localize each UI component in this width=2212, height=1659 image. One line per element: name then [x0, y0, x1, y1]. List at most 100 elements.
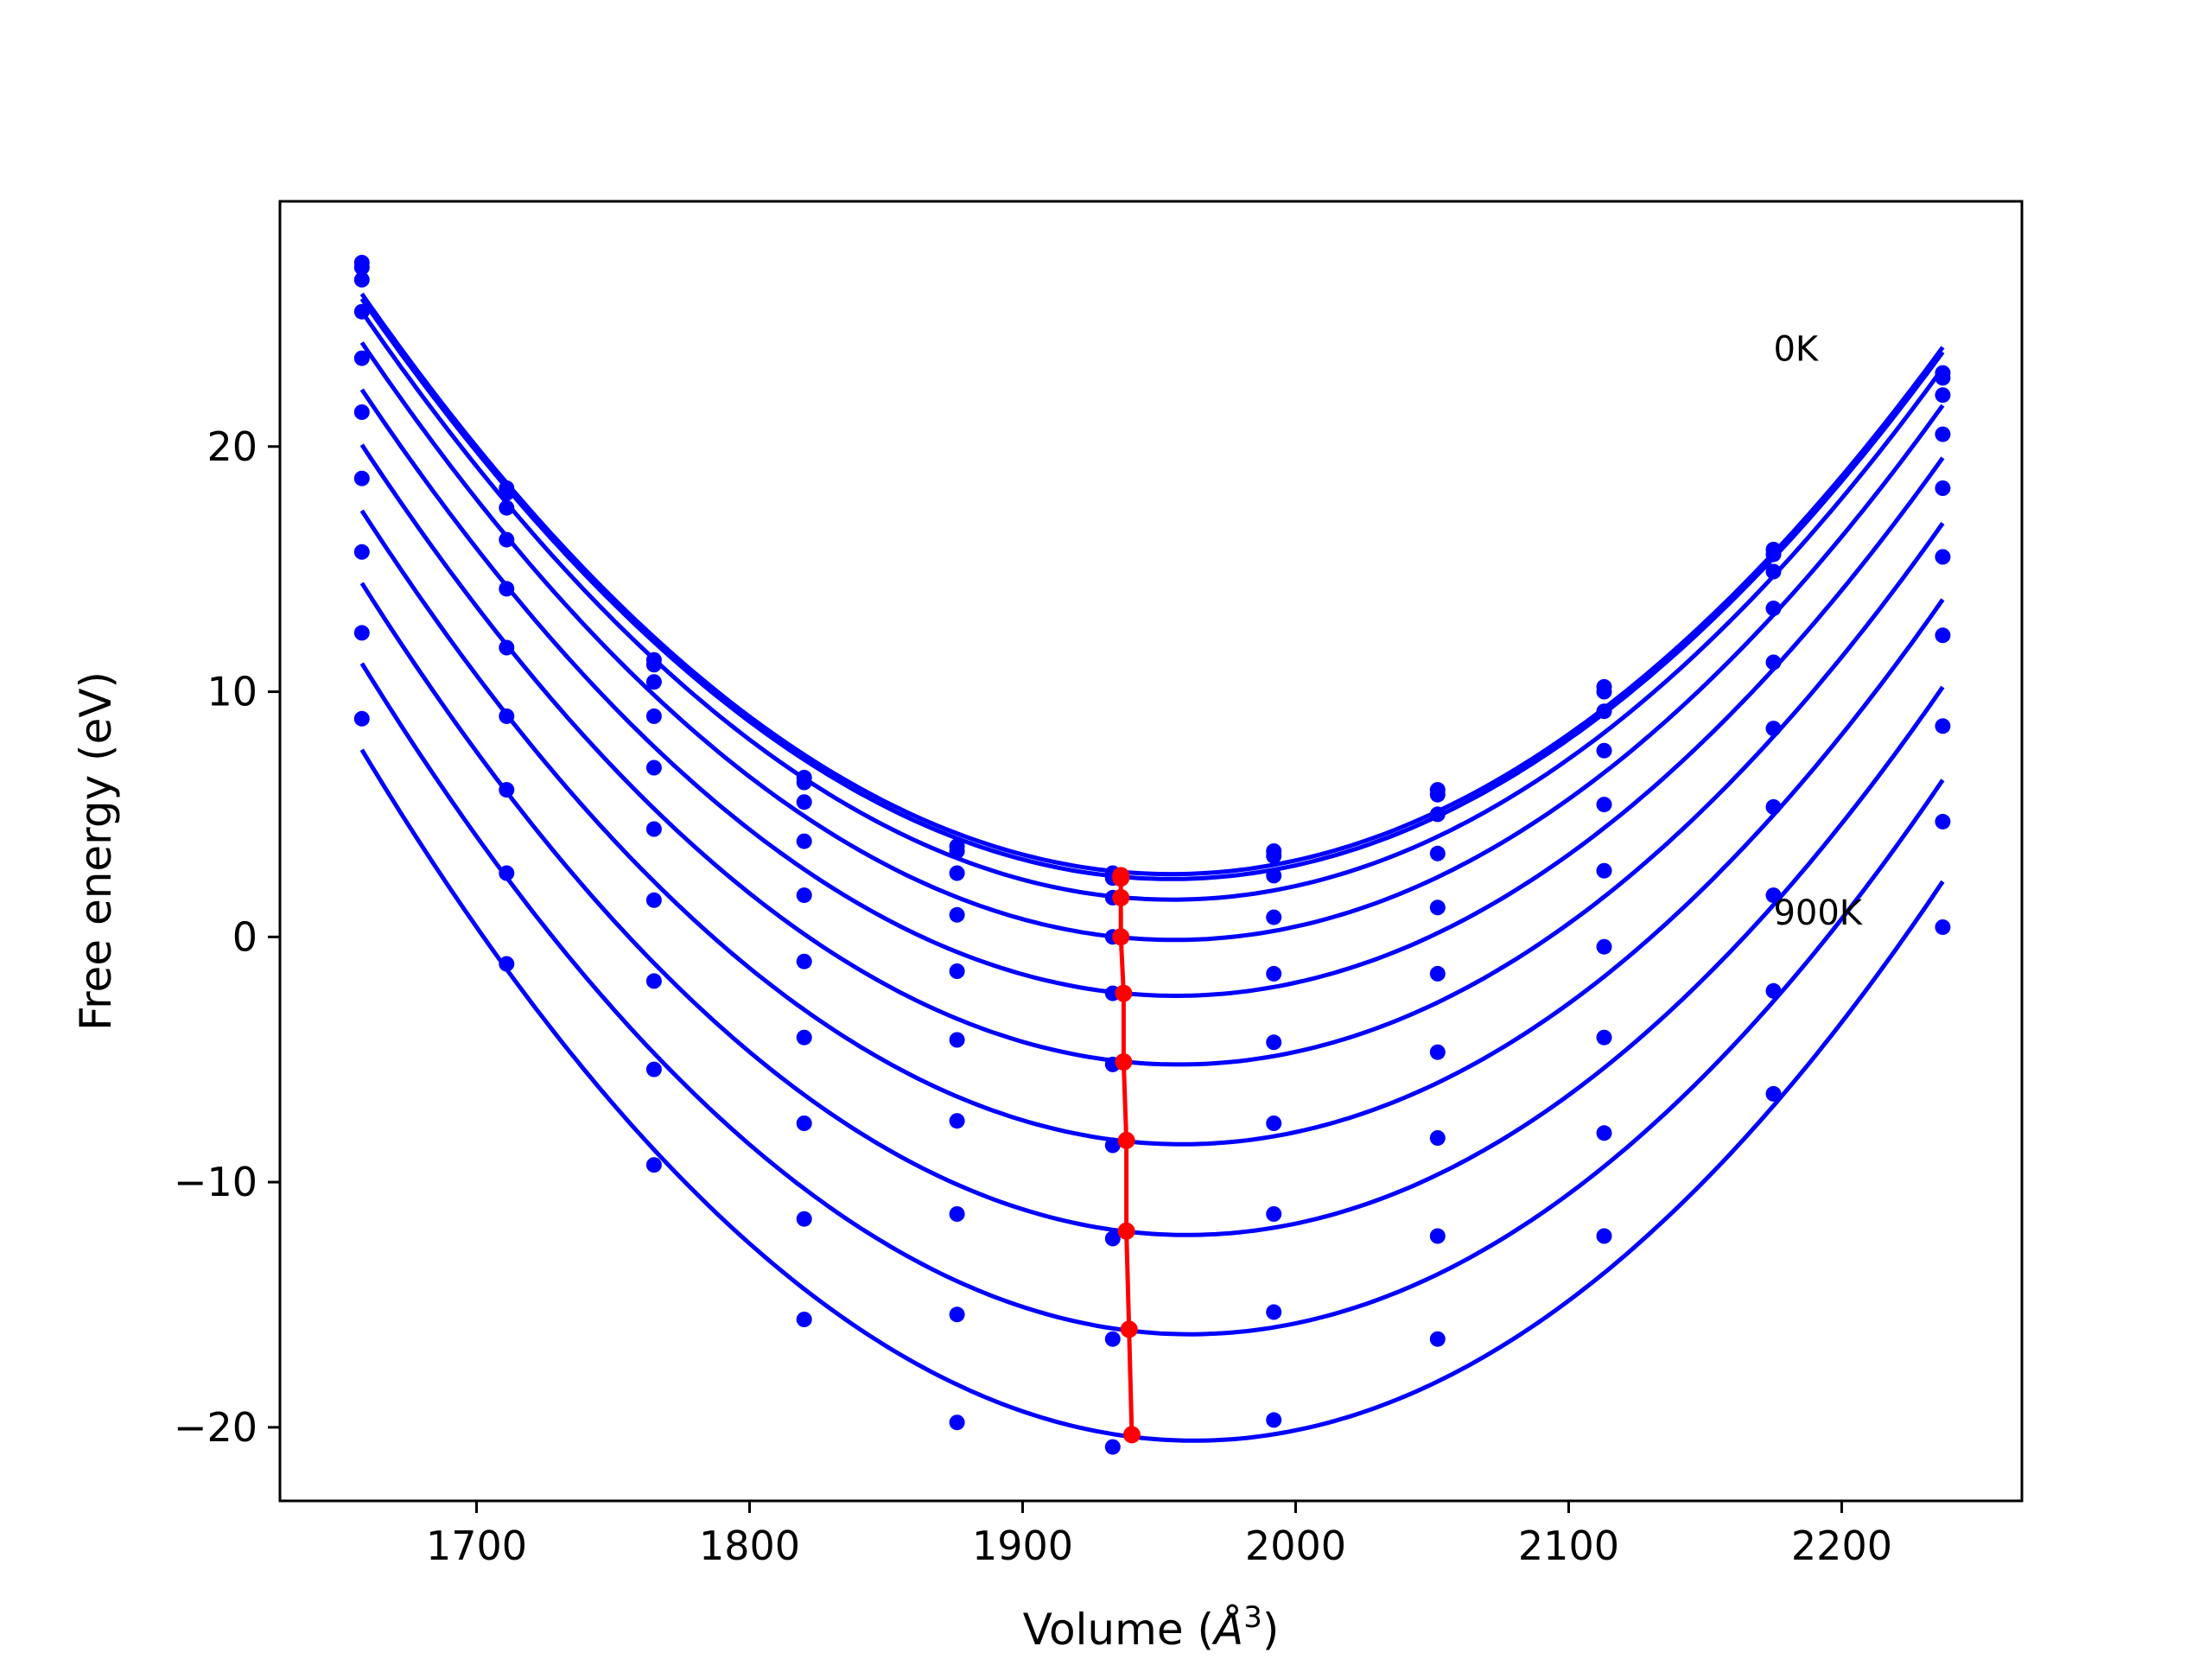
data-point [1596, 797, 1612, 813]
fit-curve-8 [359, 662, 1945, 1337]
data-point [645, 892, 662, 908]
data-point [1429, 845, 1446, 861]
data-point [353, 710, 370, 727]
data-point [796, 1211, 812, 1227]
data-point [1266, 909, 1282, 925]
minimum-point [1115, 1053, 1133, 1071]
data-point [1429, 806, 1446, 823]
data-point [1935, 919, 1951, 935]
data-point [1935, 370, 1951, 386]
data-point [949, 1032, 965, 1048]
data-point [796, 774, 812, 791]
data-point [645, 973, 662, 989]
minimum-path-line [1118, 875, 1135, 1435]
data-point [1596, 1029, 1612, 1046]
data-point [1104, 1439, 1121, 1455]
y-axis-label: Free energy (eV) [71, 671, 121, 1031]
data-point [1429, 965, 1446, 982]
data-point [949, 865, 965, 881]
data-point [645, 760, 662, 776]
y-tick-label: −10 [174, 1159, 257, 1205]
x-tick-label: 2000 [1245, 1522, 1346, 1569]
data-point [796, 794, 812, 810]
x-tick-label: 1900 [972, 1522, 1073, 1569]
data-point [949, 1306, 965, 1323]
data-point [645, 708, 662, 724]
data-point [645, 1157, 662, 1173]
data-point [353, 350, 370, 366]
minimum-point [1112, 888, 1130, 906]
minimum-path-layer [1112, 867, 1141, 1444]
data-point [1596, 1125, 1612, 1141]
data-point [499, 639, 515, 656]
temperature-annotation: 900K [1773, 893, 1863, 933]
data-point [499, 485, 515, 501]
data-point [1266, 1116, 1282, 1131]
data-point [353, 259, 370, 276]
fit-curve-4 [359, 388, 1945, 999]
data-point [1765, 563, 1782, 580]
data-point [1429, 1331, 1446, 1347]
y-axis-ticks: −20 −10 0 10 20 [174, 423, 280, 1451]
data-point [1765, 982, 1782, 999]
x-tick-label: 2200 [1791, 1522, 1892, 1569]
data-point [353, 470, 370, 486]
data-point [1765, 654, 1782, 671]
x-axis-ticks: 1700 1800 1900 2000 2100 2200 [426, 1501, 1892, 1569]
minimum-point [1117, 1131, 1135, 1149]
data-point [949, 963, 965, 979]
data-point [1935, 627, 1951, 644]
data-point [796, 953, 812, 969]
data-point [645, 657, 662, 673]
data-point [1765, 887, 1782, 904]
fit-curve-5 [359, 443, 1945, 1067]
data-point [796, 1312, 812, 1327]
data-point [499, 581, 515, 597]
data-point [1596, 703, 1612, 720]
data-point [499, 531, 515, 548]
y-tick-label: 20 [207, 423, 257, 470]
y-tick-label: 10 [207, 669, 257, 715]
data-point [499, 865, 515, 881]
data-point [1266, 1034, 1282, 1051]
data-point [1596, 1228, 1612, 1244]
minimum-point [1112, 869, 1130, 887]
data-point [796, 1029, 812, 1046]
minimum-point [1115, 984, 1133, 1002]
points-layer [353, 254, 1951, 1455]
fit-curve-0 [359, 292, 1945, 877]
data-point [949, 1414, 965, 1431]
data-point [1429, 1044, 1446, 1060]
data-point [1266, 1412, 1282, 1428]
data-point [1266, 1206, 1282, 1222]
data-point [1935, 813, 1951, 830]
data-point [353, 404, 370, 420]
data-point [1104, 1137, 1121, 1154]
data-point [796, 1116, 812, 1131]
data-point [796, 887, 812, 904]
data-point [499, 499, 515, 516]
data-point [1935, 480, 1951, 496]
data-point [1765, 1085, 1782, 1102]
data-point [1596, 938, 1612, 955]
fit-curve-9 [359, 748, 1945, 1443]
data-point [499, 782, 515, 798]
data-point [1429, 899, 1446, 916]
minimum-point [1120, 1320, 1138, 1338]
fit-curve-1 [359, 297, 1945, 881]
data-point [1935, 387, 1951, 404]
annotations-layer: 0K 900K [1773, 329, 1863, 933]
minimum-point [1122, 1426, 1141, 1444]
data-point [1765, 546, 1782, 563]
data-point [645, 674, 662, 690]
data-point [1429, 1228, 1446, 1244]
data-point [1935, 549, 1951, 565]
data-point [499, 956, 515, 972]
data-point [1765, 721, 1782, 737]
data-point [1104, 1331, 1121, 1347]
data-point [353, 271, 370, 288]
data-point [949, 1206, 965, 1222]
data-point [1596, 862, 1612, 879]
